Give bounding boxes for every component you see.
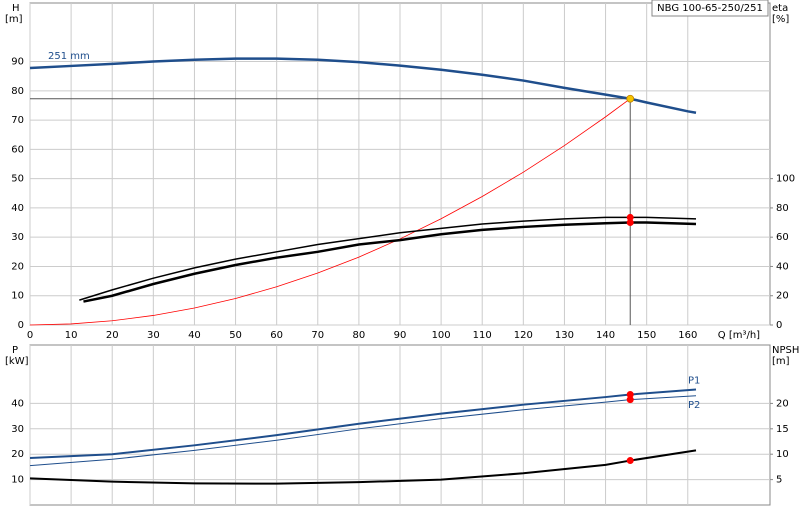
y-tick-label: 20: [11, 261, 24, 272]
series-line: [29, 388, 697, 460]
y2-tick-label: 10: [776, 449, 789, 460]
x-tick-label: 120: [514, 330, 533, 341]
series-label: P1: [688, 375, 700, 386]
y2-tick-label: 20: [776, 291, 789, 302]
x-tick-label: 150: [637, 330, 656, 341]
y-axis-label: P: [12, 345, 18, 356]
y2-axis-label: NPSH: [772, 345, 799, 356]
y-tick-label: 30: [11, 232, 24, 243]
series-line: [29, 98, 631, 326]
y-axis-unit: [m]: [5, 14, 23, 25]
x-tick-label: 50: [229, 330, 242, 341]
series-label: 251 mm: [48, 51, 90, 62]
y-tick-label: 10: [11, 291, 24, 302]
y2-tick-label: 40: [776, 261, 789, 272]
point-marker: [626, 457, 634, 465]
y-tick-label: 60: [11, 144, 24, 155]
y-tick-label: 80: [11, 86, 24, 97]
series-line: [29, 449, 697, 485]
y-tick-label: 20: [11, 449, 24, 460]
y-tick-label: 0: [18, 320, 24, 331]
point-marker: [626, 94, 635, 103]
series-line: [29, 395, 697, 467]
x-tick-label: 10: [65, 330, 78, 341]
x-tick-label: 0: [27, 330, 33, 341]
y2-tick-label: 5: [776, 475, 782, 486]
y-axis-unit: [kW]: [5, 356, 29, 367]
y2-tick-label: 80: [776, 203, 789, 214]
y2-tick-label: 20: [776, 398, 789, 409]
y2-axis-unit: [m]: [772, 356, 790, 367]
x-tick-label: 140: [596, 330, 615, 341]
x-tick-label: 160: [678, 330, 697, 341]
y-tick-label: 30: [11, 424, 24, 435]
series-line: [79, 216, 697, 301]
x-tick-label: 100: [432, 330, 451, 341]
y2-axis-unit: [%]: [772, 14, 789, 25]
series-line: [83, 221, 697, 303]
y-tick-label: 50: [11, 174, 24, 185]
x-tick-label: 70: [311, 330, 324, 341]
x-tick-label: 30: [147, 330, 160, 341]
title-box: [651, 0, 769, 17]
y2-axis-label: eta: [772, 3, 788, 14]
point-marker: [626, 219, 634, 227]
y-tick-label: 90: [11, 57, 24, 68]
series-label: P2: [688, 400, 700, 411]
point-marker: [626, 213, 634, 221]
point-marker: [626, 391, 634, 399]
y2-tick-label: 60: [776, 232, 789, 243]
x-tick-label: 110: [473, 330, 492, 341]
y-tick-label: 70: [11, 115, 24, 126]
y-tick-label: 40: [11, 398, 24, 409]
x-tick-label: 80: [353, 330, 366, 341]
x-tick-label: 20: [106, 330, 119, 341]
y2-tick-label: 15: [776, 424, 789, 435]
series-line: [29, 57, 697, 115]
y-tick-label: 10: [11, 475, 24, 486]
point-marker: [626, 396, 634, 404]
x-tick-label: 40: [188, 330, 201, 341]
y2-tick-label: 100: [776, 174, 795, 185]
chart-title: NBG 100-65-250/251: [657, 3, 763, 14]
y-tick-label: 40: [11, 203, 24, 214]
y-axis-label: H: [12, 3, 20, 14]
x-tick-label: 60: [270, 330, 283, 341]
x-tick-label: 130: [555, 330, 574, 341]
x-tick-label: 90: [394, 330, 407, 341]
y2-tick-label: 0: [776, 320, 782, 331]
x-axis-label: Q [m³/h]: [718, 330, 760, 341]
